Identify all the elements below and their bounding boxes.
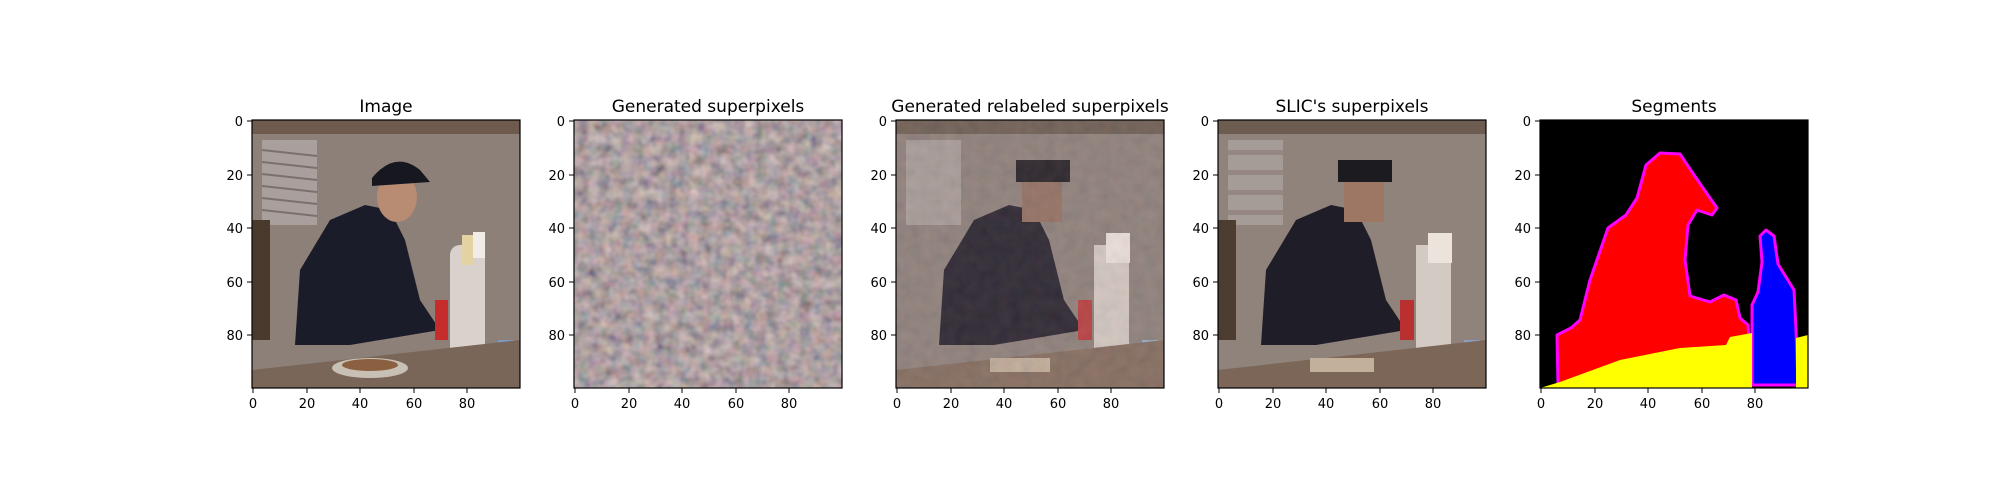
segmentation-map — [1540, 120, 1808, 388]
x-tick-label: 0 — [571, 397, 579, 412]
x-tick-label: 80 — [459, 397, 476, 412]
y-tick-label: 0 — [1201, 115, 1209, 130]
x-tick-label: 40 — [674, 397, 691, 412]
y-tick-label: 20 — [226, 169, 243, 184]
y-axis — [569, 120, 574, 336]
segment-person — [1555, 151, 1754, 387]
y-tick-label: 60 — [226, 276, 243, 291]
y-tick-label: 60 — [548, 276, 565, 291]
y-tick-label: 0 — [879, 115, 887, 130]
panel-image: Image — [226, 97, 521, 412]
x-tick-label: 40 — [352, 397, 369, 412]
y-tick-label: 80 — [1514, 329, 1531, 344]
y-axis — [247, 120, 252, 336]
y-tick-label: 20 — [1192, 169, 1209, 184]
x-tick-label: 40 — [1318, 397, 1335, 412]
y-tick-label: 80 — [226, 329, 243, 344]
y-tick-label: 40 — [870, 222, 887, 237]
y-axis — [1535, 120, 1540, 336]
x-tick-label: 0 — [1537, 397, 1545, 412]
segment-table — [1540, 333, 1752, 388]
x-tick-label: 20 — [621, 397, 638, 412]
slic-content — [1218, 120, 1486, 388]
y-tick-label: 60 — [870, 276, 887, 291]
panel-title: Segments — [1631, 97, 1717, 117]
y-tick-label: 20 — [870, 169, 887, 184]
image-content — [252, 120, 520, 388]
y-tick-label: 0 — [235, 115, 243, 130]
x-tick-label: 20 — [943, 397, 960, 412]
y-axis — [1213, 120, 1218, 336]
panel-generated-relabeled-superpixels: Generated relabeled superpixels — [870, 97, 1168, 412]
x-tick-label: 60 — [1050, 397, 1067, 412]
panel-title: Generated superpixels — [612, 97, 805, 117]
y-tick-label: 0 — [1523, 115, 1531, 130]
y-tick-label: 80 — [870, 329, 887, 344]
y-tick-label: 80 — [548, 329, 565, 344]
y-axis — [891, 120, 896, 336]
x-axis — [252, 388, 468, 393]
x-tick-label: 60 — [1694, 397, 1711, 412]
panel-title: Generated relabeled superpixels — [891, 97, 1169, 117]
panel-title: Image — [359, 97, 412, 117]
x-tick-label: 0 — [1215, 397, 1223, 412]
x-tick-label: 60 — [1372, 397, 1389, 412]
y-tick-label: 40 — [1192, 222, 1209, 237]
x-tick-label: 0 — [893, 397, 901, 412]
x-axis — [896, 388, 1112, 393]
x-tick-label: 80 — [781, 397, 798, 412]
x-tick-label: 40 — [1640, 397, 1657, 412]
x-tick-label: 40 — [996, 397, 1013, 412]
segment-table — [1796, 335, 1808, 388]
x-tick-label: 20 — [299, 397, 316, 412]
y-tick-label: 40 — [548, 222, 565, 237]
axes-frame — [251, 119, 521, 389]
x-tick-label: 60 — [406, 397, 423, 412]
x-axis — [574, 388, 790, 393]
x-tick-label: 80 — [1425, 397, 1442, 412]
x-tick-label: 80 — [1747, 397, 1764, 412]
panel-slic-superpixels: SLIC's superpixels — [1192, 97, 1487, 412]
x-tick-label: 80 — [1103, 397, 1120, 412]
y-tick-label: 40 — [1514, 222, 1531, 237]
panel-title: SLIC's superpixels — [1275, 97, 1428, 117]
x-tick-label: 20 — [1265, 397, 1282, 412]
axes-frame — [895, 119, 1165, 389]
axes-frame — [1217, 119, 1487, 389]
y-tick-label: 60 — [1514, 276, 1531, 291]
y-tick-label: 20 — [1514, 169, 1531, 184]
y-tick-label: 80 — [1192, 329, 1209, 344]
relabeled-content — [896, 120, 1164, 388]
axes-frame — [573, 119, 843, 389]
x-tick-label: 0 — [249, 397, 257, 412]
panel-generated-superpixels: Generated superpixels 0 20 40 60 80 0 20… — [548, 97, 843, 412]
superpixel-mosaic — [574, 120, 842, 388]
y-tick-label: 60 — [1192, 276, 1209, 291]
x-axis — [1540, 388, 1756, 393]
x-tick-label: 20 — [1587, 397, 1604, 412]
panel-segments: Segments 0 20 40 60 80 0 20 40 60 80 — [1514, 97, 1809, 412]
x-tick-label: 60 — [728, 397, 745, 412]
axes-frame — [1539, 119, 1809, 389]
y-tick-label: 20 — [548, 169, 565, 184]
y-tick-label: 40 — [226, 222, 243, 237]
x-axis — [1218, 388, 1434, 393]
y-tick-label: 0 — [557, 115, 565, 130]
